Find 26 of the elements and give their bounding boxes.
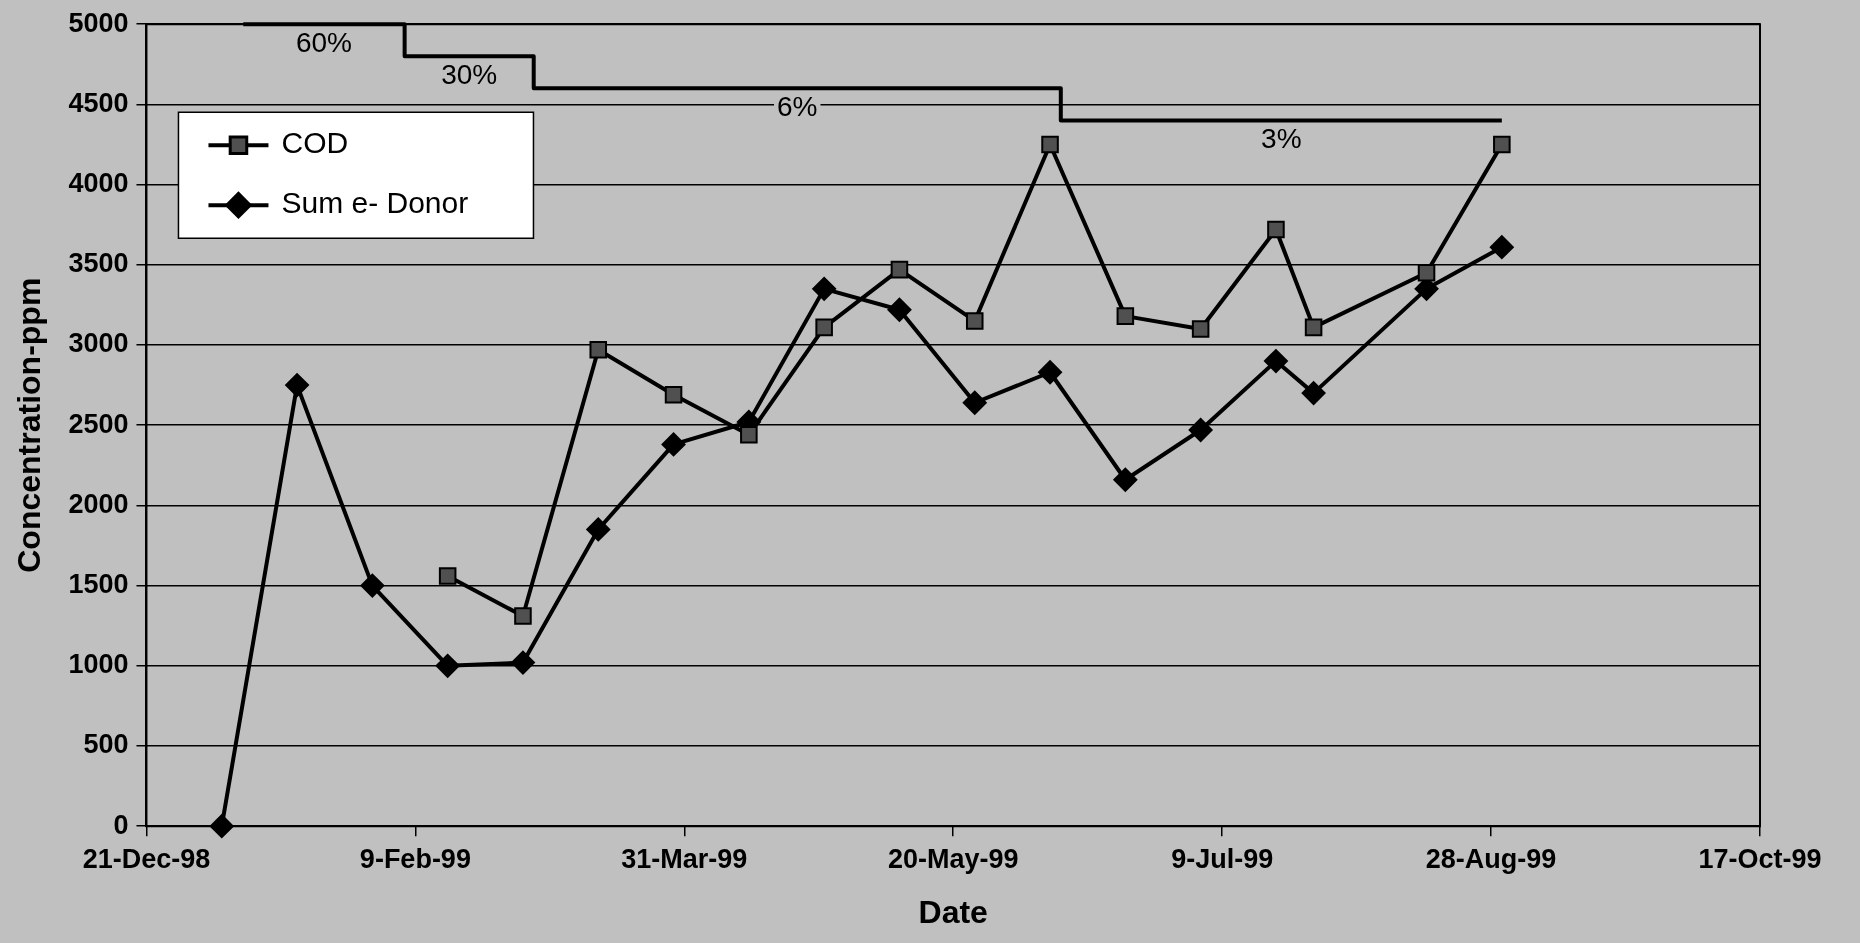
x-tick-label: 17-Oct-99 <box>1698 843 1822 874</box>
y-tick-label: 2500 <box>68 408 129 439</box>
y-tick-label: 5000 <box>68 7 129 38</box>
y-tick-label: 4000 <box>68 168 129 199</box>
x-tick-label: 9-Jul-99 <box>1171 843 1274 874</box>
x-tick-label: 21-Dec-98 <box>82 843 211 874</box>
legend-label: COD <box>281 126 349 160</box>
annotation: 30% <box>441 59 498 90</box>
x-tick-label: 20-May-99 <box>887 843 1019 874</box>
legend-label: Sum e- Donor <box>281 186 469 220</box>
y-axis-title: Concentration-ppm <box>11 277 48 573</box>
y-tick-label: 500 <box>83 729 129 760</box>
x-tick-label: 28-Aug-99 <box>1425 843 1557 874</box>
y-tick-label: 0 <box>113 809 129 840</box>
annotation: 6% <box>777 91 818 123</box>
y-tick-label: 1500 <box>68 569 129 600</box>
x-tick-label: 31-Mar-99 <box>621 843 748 874</box>
y-tick-label: 3500 <box>68 248 129 279</box>
x-axis-title: Date <box>918 893 988 930</box>
annotation: 60% <box>295 26 352 58</box>
y-tick-label: 3000 <box>68 328 129 359</box>
x-tick-label: 9-Feb-99 <box>359 843 471 874</box>
y-tick-label: 2000 <box>68 488 129 519</box>
y-tick-label: 1000 <box>68 649 129 680</box>
annotation: 3% <box>1261 123 1302 155</box>
y-tick-label: 4500 <box>68 87 129 118</box>
